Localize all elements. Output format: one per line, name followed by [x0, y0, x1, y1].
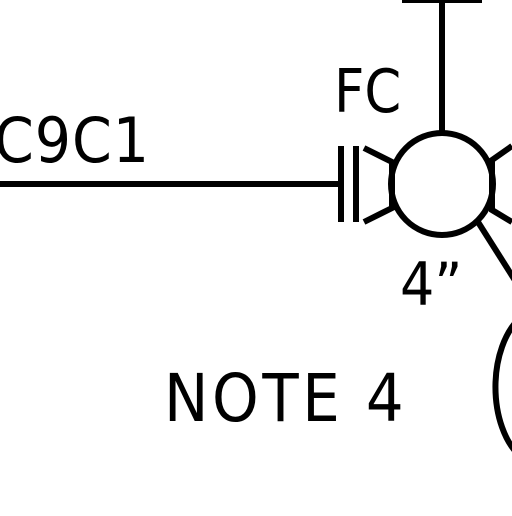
- line-tag-label: C9C1: [0, 104, 150, 177]
- valve-tag-label: FC: [334, 57, 402, 127]
- note-label: NOTE 4: [164, 360, 408, 437]
- right-valve-body: [489, 143, 512, 225]
- pipe-size-label: 4”: [400, 250, 463, 320]
- leader-line: [475, 220, 512, 282]
- instrument-bubble: [388, 130, 496, 238]
- partial-circle: [492, 322, 512, 452]
- valve-body: [362, 145, 395, 225]
